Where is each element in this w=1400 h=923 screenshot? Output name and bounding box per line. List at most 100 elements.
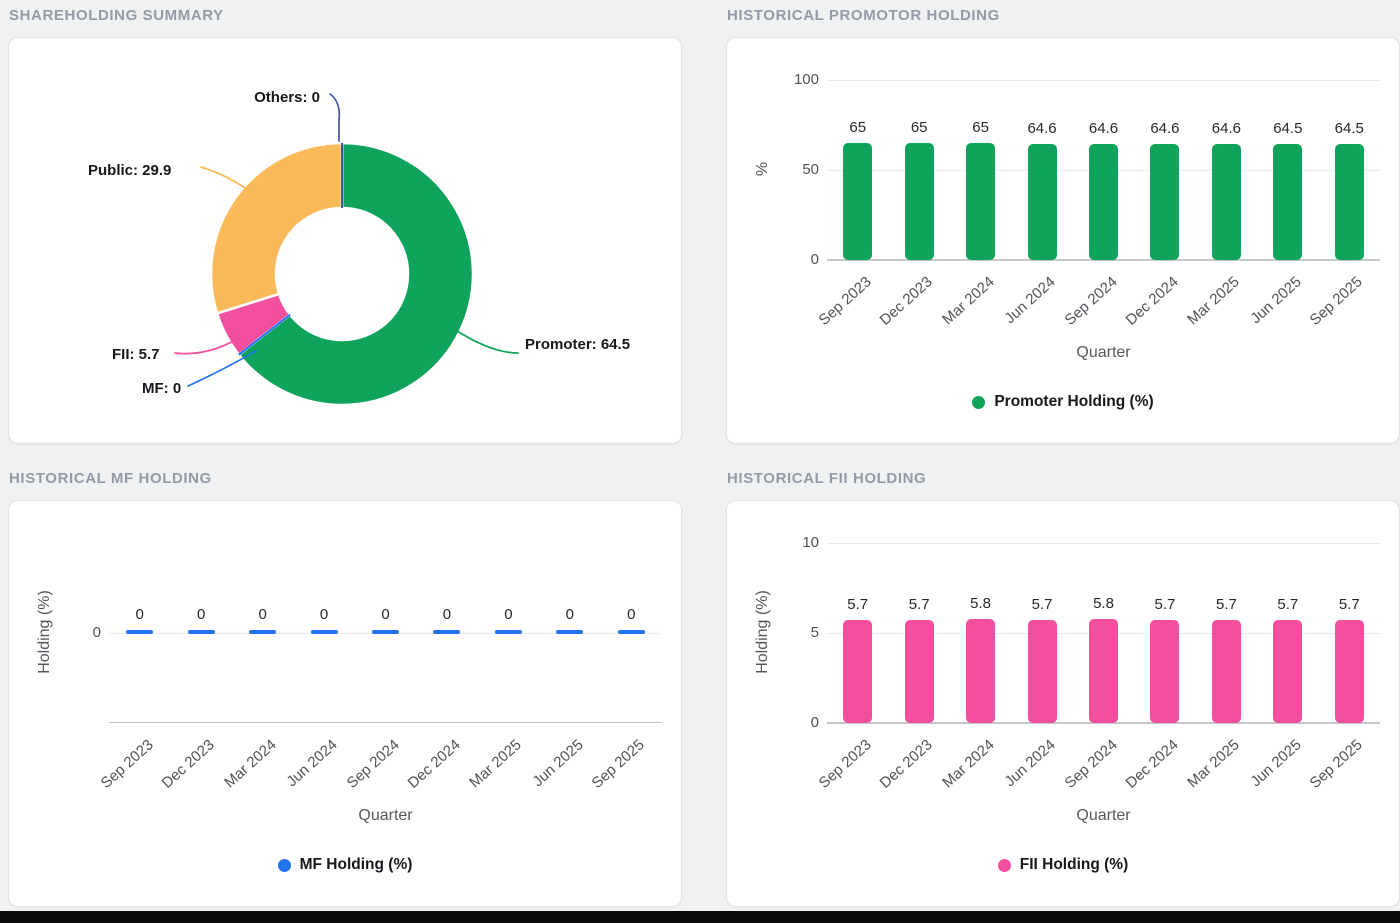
fii-y-axis-label: Holding (%) bbox=[754, 590, 771, 674]
donut-leader-line-public bbox=[200, 166, 260, 199]
donut-slice-promoter[interactable] bbox=[237, 141, 475, 407]
promotor-holding-card: 100 50 0 65 Sep 2023 65 Dec 2023 65 Mar 2024 64.6… bbox=[726, 37, 1400, 444]
bottom-taskbar bbox=[0, 911, 1400, 923]
y-tick-label-100: 100 bbox=[793, 71, 819, 88]
x-tick-label-3: Jun 2024 bbox=[1001, 273, 1059, 328]
x-tick-label-6: Mar 2025 bbox=[1184, 736, 1244, 792]
bar-sep-2025[interactable] bbox=[1334, 620, 1364, 723]
bar-dec-2023[interactable] bbox=[904, 143, 934, 260]
bar-dec-2024[interactable] bbox=[1150, 143, 1180, 260]
mf-x-axis-label: Quarter bbox=[358, 807, 413, 824]
mf-holding-chart: 0 0 Sep 2023 0 Dec 2023 0 Mar 2024 0 Jun 2024 0 Se… bbox=[9, 501, 681, 906]
bar-sep-2023[interactable] bbox=[843, 143, 873, 260]
bar-mar-2024[interactable] bbox=[966, 618, 996, 723]
donut-leader-line-others bbox=[329, 93, 341, 142]
mf-holding-section: HISTORICAL MF HOLDING 0 0 Sep 2023 0 Dec 202… bbox=[8, 470, 682, 907]
promoter-legend-dot-icon bbox=[972, 395, 986, 409]
x-tick-label-3: Jun 2024 bbox=[1001, 736, 1059, 791]
x-tick-label-8: Sep 2025 bbox=[1306, 273, 1366, 329]
zero-bar-dec-2023[interactable] bbox=[187, 630, 215, 634]
value-label-1: 5.7 bbox=[908, 596, 930, 614]
bar-jun-2025[interactable] bbox=[1273, 143, 1303, 260]
value-label-0: 5.7 bbox=[847, 596, 869, 614]
y-tick-label-10: 10 bbox=[802, 534, 819, 551]
x-tick-label-5: Dec 2024 bbox=[1122, 736, 1182, 792]
zero-bar-dec-2024[interactable] bbox=[433, 630, 461, 634]
bar-mar-2025[interactable] bbox=[1211, 620, 1241, 723]
value-label-8: 5.7 bbox=[1338, 596, 1360, 614]
bar-jun-2025[interactable] bbox=[1273, 620, 1303, 723]
x-axis-line bbox=[827, 722, 1380, 724]
bar-mar-2024[interactable] bbox=[966, 143, 996, 260]
y-tick-label-0: 0 bbox=[810, 714, 819, 731]
value-label-2: 0 bbox=[258, 606, 267, 623]
bar-dec-2023[interactable] bbox=[904, 620, 934, 723]
promotor-holding-chart: 100 50 0 65 Sep 2023 65 Dec 2023 65 Mar 2024 64.6… bbox=[727, 38, 1399, 443]
bar-jun-2024[interactable] bbox=[1027, 620, 1057, 723]
x-tick-label-6: Mar 2025 bbox=[1184, 273, 1244, 329]
value-label-5: 5.7 bbox=[1154, 596, 1176, 614]
value-label-2: 65 bbox=[972, 119, 989, 136]
fii-x-axis-label: Quarter bbox=[1076, 807, 1131, 824]
shareholding-summary-title: SHAREHOLDING SUMMARY bbox=[9, 7, 224, 24]
value-label-0: 0 bbox=[135, 606, 144, 623]
zero-bar-mar-2024[interactable] bbox=[249, 630, 277, 634]
mf-legend-dot-icon bbox=[277, 858, 291, 872]
x-tick-label-2: Mar 2024 bbox=[938, 736, 998, 792]
bar-mar-2025[interactable] bbox=[1211, 143, 1241, 260]
shareholding-summary-card: Promoter: 64.5 MF: 0 FII: 5.7 Public: 29.9 O… bbox=[8, 37, 682, 444]
value-label-6: 5.7 bbox=[1215, 596, 1237, 614]
zero-bar-sep-2024[interactable] bbox=[372, 630, 399, 634]
x-tick-label-1: Dec 2023 bbox=[158, 736, 218, 792]
fii-holding-card: 10 5 0 5.7 Sep 2023 5.7 Dec 2023 5.8 Mar 2024 5.7… bbox=[726, 500, 1400, 907]
value-label-5: 0 bbox=[442, 606, 452, 623]
bar-sep-2024[interactable] bbox=[1089, 618, 1118, 723]
x-tick-label-1: Dec 2023 bbox=[876, 736, 936, 792]
mf-legend: MF Holding (%) bbox=[9, 856, 681, 874]
y-tick-label-0: 0 bbox=[810, 251, 819, 268]
gridline-10 bbox=[827, 543, 1380, 544]
mf-legend-label: MF Holding (%) bbox=[299, 856, 413, 873]
value-label-2: 5.8 bbox=[970, 594, 992, 612]
x-tick-label-0: Sep 2023 bbox=[815, 273, 875, 329]
bar-sep-2024[interactable] bbox=[1089, 143, 1118, 260]
x-tick-label-5: Dec 2024 bbox=[1122, 273, 1182, 329]
x-tick-label-8: Sep 2025 bbox=[1306, 736, 1366, 792]
zero-bar-sep-2023[interactable] bbox=[126, 630, 154, 634]
y-tick-label-50: 50 bbox=[802, 161, 819, 178]
value-label-6: 64.6 bbox=[1211, 119, 1241, 137]
x-tick-label-4: Sep 2024 bbox=[1061, 736, 1121, 792]
promotor-legend-label: Promoter Holding (%) bbox=[994, 393, 1154, 410]
fii-holding-section: HISTORICAL FII HOLDING 10 5 0 5.7 Sep 2023 5.… bbox=[726, 470, 1400, 907]
value-label-1: 65 bbox=[910, 119, 928, 136]
bar-sep-2023[interactable] bbox=[843, 620, 873, 723]
zero-bar-mar-2025[interactable] bbox=[494, 630, 522, 634]
x-tick-label-0: Sep 2023 bbox=[815, 736, 875, 792]
x-tick-label-2: Mar 2024 bbox=[938, 273, 998, 329]
shareholding-donut-chart: Promoter: 64.5 MF: 0 FII: 5.7 Public: 29.9 O… bbox=[9, 38, 681, 443]
value-label-4: 64.6 bbox=[1088, 119, 1119, 137]
zero-bar-jun-2024[interactable] bbox=[310, 630, 338, 634]
value-label-4: 5.8 bbox=[1093, 594, 1114, 612]
value-label-5: 64.6 bbox=[1150, 119, 1180, 137]
value-label-0: 65 bbox=[849, 119, 867, 136]
bar-dec-2024[interactable] bbox=[1150, 620, 1180, 723]
donut-leader-line-promoter bbox=[453, 328, 519, 354]
fii-legend: FII Holding (%) bbox=[727, 856, 1399, 874]
bar-sep-2025[interactable] bbox=[1334, 143, 1364, 260]
fii-holding-chart: 10 5 0 5.7 Sep 2023 5.7 Dec 2023 5.8 Mar 2024 5.7… bbox=[727, 501, 1399, 906]
promotor-x-axis-label: Quarter bbox=[1076, 344, 1131, 361]
x-tick-label-4: Sep 2024 bbox=[1061, 273, 1121, 329]
donut-label-fii: FII: 5.7 bbox=[112, 346, 160, 363]
zero-bar-sep-2025[interactable] bbox=[617, 630, 645, 634]
donut-label-others: Others: 0 bbox=[254, 89, 320, 106]
value-label-7: 0 bbox=[565, 606, 574, 623]
bar-jun-2024[interactable] bbox=[1027, 143, 1057, 260]
zero-bar-jun-2025[interactable] bbox=[556, 630, 584, 634]
donut-slice-public[interactable] bbox=[209, 141, 344, 315]
promotor-y-axis-label: % bbox=[754, 161, 771, 177]
value-label-3: 5.7 bbox=[1031, 596, 1053, 614]
fii-legend-label: FII Holding (%) bbox=[1019, 856, 1129, 873]
fii-holding-title: HISTORICAL FII HOLDING bbox=[727, 470, 927, 487]
donut-zero-slice-mf[interactable] bbox=[238, 313, 291, 356]
